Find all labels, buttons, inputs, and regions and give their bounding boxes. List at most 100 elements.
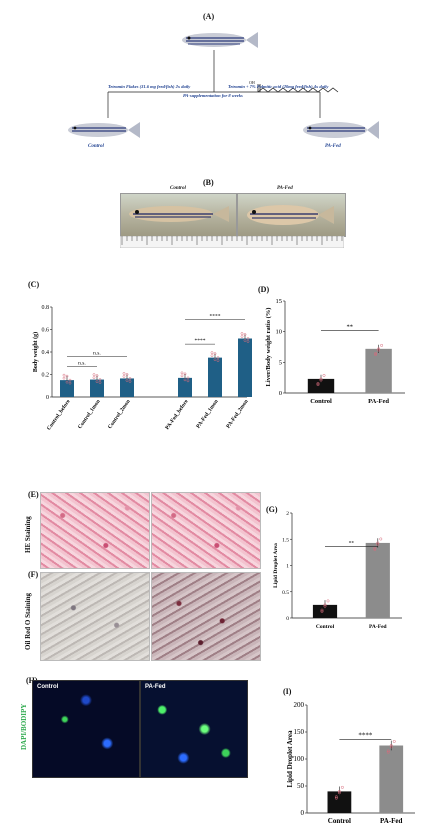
y-tick-label: 150: [294, 728, 305, 736]
significance-label: ****: [195, 338, 206, 344]
y-tick-label: 0: [301, 809, 305, 817]
data-point: [374, 353, 378, 357]
data-point: [334, 795, 338, 799]
data-point: [62, 373, 66, 377]
control-fish-label: Control: [88, 144, 104, 149]
data-point: [128, 380, 132, 383]
y-tick-label: 1: [286, 564, 289, 570]
data-point: [122, 375, 126, 378]
y-axis-label: Lipid Droplet Area: [273, 543, 279, 588]
y-axis-label: Body weight (g): [32, 332, 39, 372]
duration-text: PA-supplementation for 8 weeks: [183, 93, 243, 98]
y-tick-label: 0.8: [42, 305, 50, 311]
data-point: [92, 373, 96, 376]
panel-e-label: (E): [28, 490, 39, 499]
panel-h-label: (H): [26, 676, 38, 685]
data-point: [389, 745, 393, 749]
bar: [365, 348, 392, 393]
y-tick-label: 100: [294, 755, 305, 763]
data-point: [186, 379, 190, 383]
data-point: [180, 374, 184, 378]
bar: [60, 380, 74, 397]
diet-pa-text: Tetramin + 7% Palmitic acid (20mg feed/f…: [228, 84, 329, 89]
x-tick-label: PA-Fed: [368, 398, 389, 405]
data-point: [98, 378, 102, 381]
data-point: [216, 359, 220, 362]
data-point: [376, 541, 380, 545]
data-point: [213, 358, 217, 361]
fluor-pafed-label: PA-Fed: [145, 684, 166, 690]
data-point: [377, 347, 381, 351]
data-point: [377, 348, 381, 352]
significance-label: **: [349, 541, 355, 547]
data-point: [322, 373, 326, 377]
y-tick-label: 5: [279, 359, 282, 366]
data-point: [320, 609, 324, 613]
chart-c-body-weight: 0 0.2 0.4 0.6 0.8 Body weight (g) Control_befo…: [32, 305, 252, 432]
y-tick-label: 200: [294, 701, 305, 709]
diet-control-text: Tetramin Flakes (31.6 mg feed/fish) 2x d…: [108, 84, 191, 89]
significance-label: n.s.: [93, 351, 101, 357]
pafed-fish-label: PA-Fed: [325, 144, 341, 149]
data-point: [373, 546, 377, 550]
data-point: [186, 376, 190, 380]
data-point: [210, 354, 214, 357]
x-tick-label: Control: [310, 398, 332, 405]
data-point: [316, 382, 320, 385]
y-tick-label: 15: [276, 298, 283, 305]
y-tick-label: 0.6: [42, 328, 50, 334]
significance-label: n.s.: [78, 361, 86, 367]
y-tick-label: 0.2: [42, 373, 50, 379]
he-staining-label: HE Staining: [24, 516, 32, 553]
data-point: [380, 343, 384, 347]
photo-control-label: Control: [170, 186, 186, 191]
panel-a-schematic: [68, 32, 379, 139]
data-point: [379, 537, 383, 541]
y-tick-label: 0: [279, 390, 282, 397]
data-point: [216, 356, 220, 359]
data-point: [376, 542, 380, 546]
data-point: [323, 603, 327, 607]
chart-i-lipid-area: 0 50 100 150 200 Lipid Droplet Area Control PA-…: [286, 701, 415, 825]
ruler: [120, 236, 344, 248]
panel-b-label: (B): [203, 178, 214, 187]
x-tick-label: PA-Fed_before: [165, 398, 190, 431]
data-point: [210, 351, 214, 354]
panel-f-label: (F): [28, 570, 39, 579]
panel-i-label: (I): [283, 687, 292, 696]
data-point: [386, 749, 390, 753]
data-point: [320, 608, 324, 612]
data-point: [374, 351, 378, 355]
data-point: [125, 379, 129, 382]
x-tick-label: PA-Fed: [380, 817, 403, 825]
y-tick-label: 10: [276, 329, 283, 336]
bar: [379, 745, 404, 813]
data-point: [334, 796, 338, 800]
data-point: [337, 789, 341, 793]
he-control-micrograph: [40, 492, 150, 569]
x-tick-label: Control_2mon: [107, 399, 131, 430]
y-tick-label: 0: [286, 616, 289, 622]
panel-c-label: (C): [28, 280, 40, 289]
data-point: [98, 381, 102, 384]
data-point: [373, 548, 377, 551]
chart-d-liver-ratio: 0 5 10 15 Liver/Body weight ratio (%) Control…: [265, 298, 405, 405]
bar: [327, 791, 352, 813]
y-tick-label: 50: [297, 782, 305, 790]
data-point: [243, 339, 247, 342]
chart-g-lipid-area: 0 0.5 1 1.5 2 Lipid Droplet Area Control PA-Fed…: [273, 511, 402, 630]
y-axis-label: Liver/Body weight ratio (%): [265, 308, 272, 387]
data-point: [246, 340, 250, 343]
panel-a-label: (A): [203, 12, 215, 21]
data-point: [319, 378, 323, 382]
significance-label: ****: [210, 313, 221, 319]
bar: [120, 378, 134, 397]
data-point: [340, 785, 344, 789]
data-point: [337, 791, 341, 795]
y-tick-label: 2: [286, 511, 289, 517]
oro-pafed-micrograph: [151, 572, 261, 661]
he-pafed-micrograph: [151, 492, 261, 569]
x-tick-label: PA-Fed: [369, 624, 387, 630]
bar: [307, 378, 335, 393]
control-fish-photo: [120, 193, 237, 237]
